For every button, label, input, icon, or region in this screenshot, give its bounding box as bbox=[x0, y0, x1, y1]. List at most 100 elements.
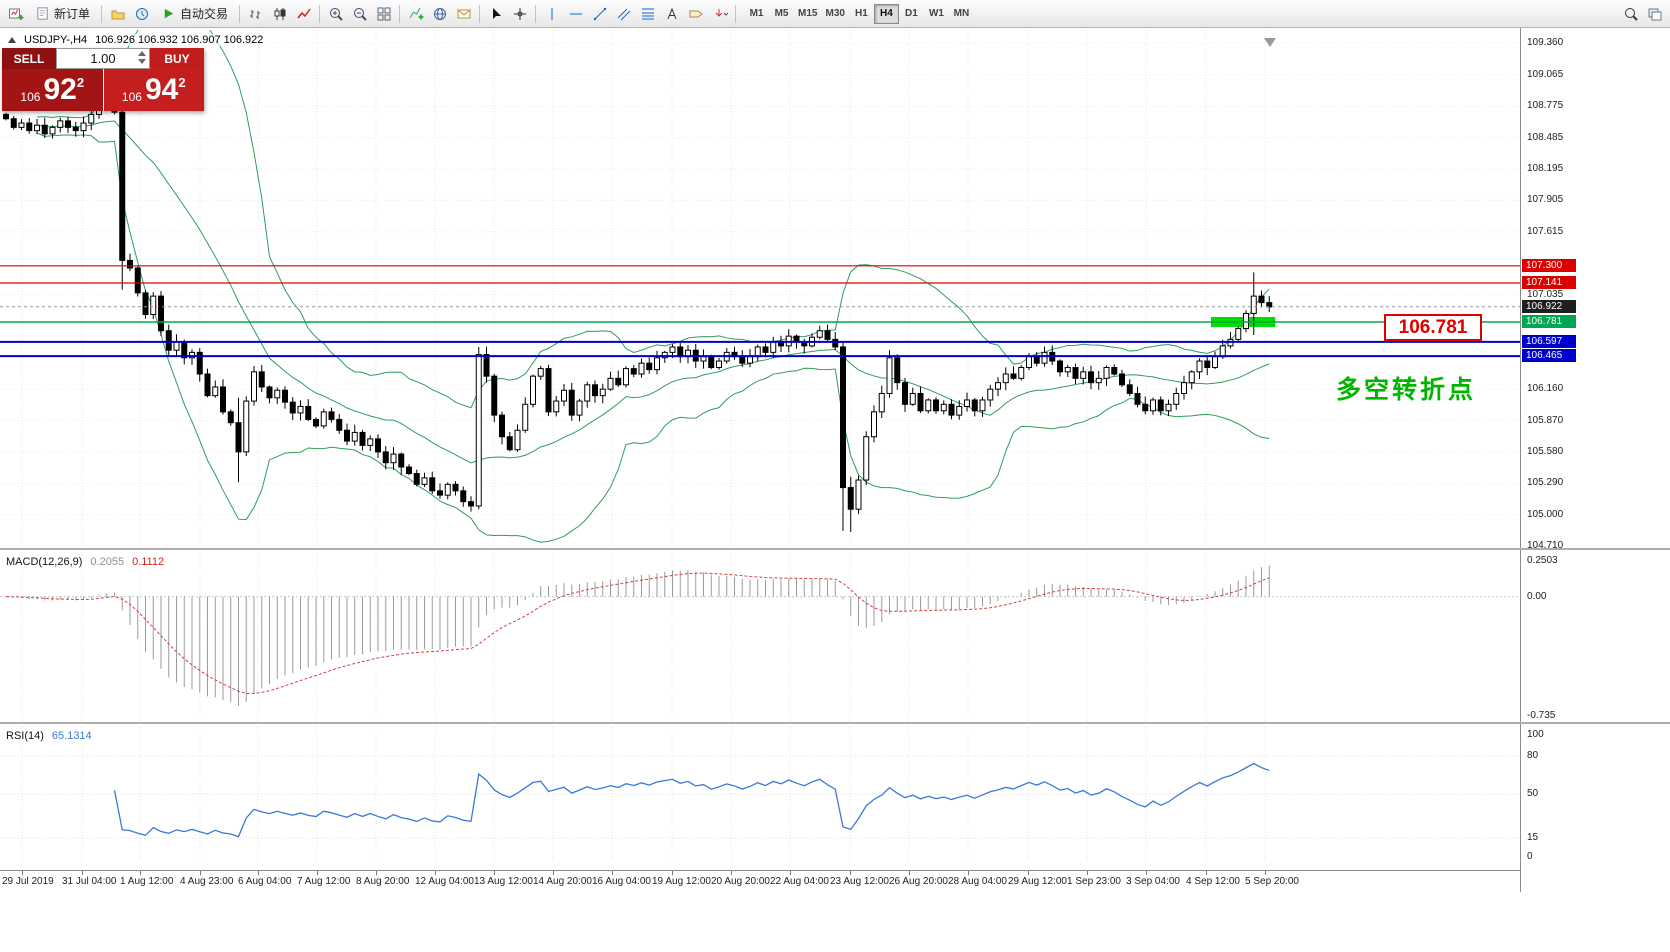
time-axis-label: 20 Aug 20:00 bbox=[711, 876, 770, 887]
timeframe-d1[interactable]: D1 bbox=[899, 4, 924, 24]
zoom-in-button[interactable] bbox=[324, 3, 347, 25]
buy-button[interactable]: BUY bbox=[150, 48, 204, 69]
rsi-line bbox=[113, 762, 1270, 838]
trendline-button[interactable] bbox=[588, 3, 611, 25]
one-click-trading-panel: SELL 1.00 BUY 106 92 2 106 94 2 bbox=[2, 48, 204, 111]
time-axis-label: 4 Aug 23:00 bbox=[180, 876, 234, 887]
buy-price-prefix: 106 bbox=[121, 90, 142, 104]
zoom-out-button[interactable] bbox=[348, 3, 371, 25]
horizontal-line-button[interactable] bbox=[564, 3, 587, 25]
timeframe-m1[interactable]: M1 bbox=[744, 4, 769, 24]
rsi-label: RSI(14) bbox=[6, 730, 44, 742]
shift-end-icon[interactable] bbox=[1264, 38, 1276, 47]
price-axis-label: 105.580 bbox=[1527, 445, 1564, 457]
macd-signal-line bbox=[5, 572, 1270, 694]
time-axis-tick bbox=[790, 871, 791, 875]
time-axis-tick bbox=[672, 871, 673, 875]
label-tool-button[interactable] bbox=[684, 3, 707, 25]
time-axis-label: 8 Aug 20:00 bbox=[356, 876, 410, 887]
chart-window[interactable]: USDJPY-,H4 106.926 106.932 106.907 106.9… bbox=[0, 28, 1670, 952]
timeframe-h4[interactable]: H4 bbox=[873, 3, 899, 24]
time-axis-label: 6 Aug 04:00 bbox=[238, 876, 292, 887]
rsi-axis-label: 80 bbox=[1527, 750, 1539, 762]
panel-separator[interactable] bbox=[0, 548, 1670, 550]
time-axis-tick bbox=[1206, 871, 1207, 875]
price-axis-label: 105.870 bbox=[1527, 414, 1564, 426]
timeframe-mn[interactable]: MN bbox=[949, 4, 974, 24]
bollinger-lo bbox=[36, 132, 1270, 543]
spinner-down-icon[interactable] bbox=[138, 59, 146, 64]
price-axis-label: 109.360 bbox=[1527, 37, 1564, 48]
autotrading-button[interactable]: 自动交易 bbox=[154, 3, 235, 25]
price-callout[interactable]: 106.781 bbox=[1384, 314, 1482, 341]
crosshair-button[interactable] bbox=[508, 3, 531, 25]
period-globe-button[interactable] bbox=[428, 3, 451, 25]
tile-windows-button[interactable] bbox=[372, 3, 395, 25]
rsi-header: RSI(14) 65.1314 bbox=[4, 730, 94, 742]
collapse-icon[interactable] bbox=[8, 37, 16, 43]
price-tag-106.781: 106.781 bbox=[1522, 314, 1576, 328]
profiles-button[interactable] bbox=[106, 3, 129, 25]
time-axis[interactable]: 29 Jul 2019 31 Jul 04:00 1 Aug 12:00 4 Aug … bbox=[0, 870, 1670, 892]
time-axis-label: 22 Aug 04:00 bbox=[770, 876, 829, 887]
time-axis-label: 14 Aug 20:00 bbox=[533, 876, 592, 887]
price-axis[interactable]: 109.360 109.065 108.775 108.485 108.195 107.9… bbox=[1521, 28, 1670, 892]
time-axis-label: 7 Aug 12:00 bbox=[297, 876, 351, 887]
rsi-value: 65.1314 bbox=[51, 730, 92, 742]
buy-price[interactable]: 106 94 2 bbox=[103, 69, 204, 111]
time-axis-tick bbox=[612, 871, 613, 875]
cursor-button[interactable] bbox=[484, 3, 507, 25]
macd-chart[interactable] bbox=[0, 552, 1520, 722]
new-order-button[interactable]: 新订单 bbox=[28, 3, 97, 25]
timeframe-m30[interactable]: M30 bbox=[821, 4, 848, 24]
arrows-dropdown-button[interactable] bbox=[708, 3, 731, 25]
line-chart-button[interactable] bbox=[292, 3, 315, 25]
spinner-up-icon[interactable] bbox=[138, 51, 146, 56]
time-axis-tick bbox=[909, 871, 910, 875]
fibonacci-button[interactable] bbox=[636, 3, 659, 25]
main-chart[interactable] bbox=[0, 30, 1520, 548]
market-watch-button[interactable] bbox=[130, 3, 153, 25]
price-tag-107.141: 107.141 bbox=[1522, 276, 1576, 290]
panel-separator[interactable] bbox=[0, 722, 1670, 724]
timeframe-m15[interactable]: M15 bbox=[794, 4, 821, 24]
timeframe-w1[interactable]: W1 bbox=[924, 4, 949, 24]
price-axis-label: 104.710 bbox=[1527, 540, 1564, 551]
volume-stepper[interactable]: 1.00 bbox=[56, 48, 150, 69]
candlestick-button[interactable] bbox=[268, 3, 291, 25]
windows-panels-button[interactable] bbox=[1643, 3, 1666, 25]
vertical-line-button[interactable] bbox=[540, 3, 563, 25]
volume-spinner[interactable] bbox=[138, 51, 146, 64]
time-axis-label: 1 Sep 23:00 bbox=[1067, 876, 1121, 887]
time-axis-tick bbox=[1087, 871, 1088, 875]
time-axis-label: 4 Sep 12:00 bbox=[1186, 876, 1240, 887]
indicators-button[interactable] bbox=[404, 3, 427, 25]
new-order-label: 新订单 bbox=[54, 7, 91, 21]
macd-axis-label: 0.00 bbox=[1527, 590, 1547, 602]
time-axis-label: 1 Aug 12:00 bbox=[120, 876, 174, 887]
time-axis-tick bbox=[200, 871, 201, 875]
search-button[interactable] bbox=[1619, 3, 1642, 25]
text-tool-button[interactable] bbox=[660, 3, 683, 25]
macd-axis-label: -0.735 bbox=[1527, 710, 1556, 721]
price-tag-106.922: 106.922 bbox=[1522, 299, 1576, 313]
sell-price-big: 92 bbox=[43, 73, 77, 106]
sell-price[interactable]: 106 92 2 bbox=[2, 69, 103, 111]
sell-button[interactable]: SELL bbox=[2, 48, 56, 69]
autotrading-label: 自动交易 bbox=[180, 7, 229, 21]
time-axis-tick bbox=[1146, 871, 1147, 875]
template-button[interactable] bbox=[452, 3, 475, 25]
rsi-axis-label: 15 bbox=[1527, 832, 1539, 844]
bar-chart-button[interactable] bbox=[244, 3, 267, 25]
timeframe-group: M1 M5 M15 M30 H1 H4 D1 W1 MN bbox=[744, 3, 974, 24]
channel-button[interactable] bbox=[612, 3, 635, 25]
rsi-chart[interactable] bbox=[0, 727, 1520, 862]
time-axis-tick bbox=[553, 871, 554, 875]
new-chart-button[interactable] bbox=[4, 3, 27, 25]
rsi-axis-label: 100 bbox=[1527, 729, 1544, 740]
timeframe-m5[interactable]: M5 bbox=[769, 4, 794, 24]
time-axis-tick bbox=[317, 871, 318, 875]
time-axis-label: 29 Jul 2019 bbox=[2, 876, 54, 887]
annotation-note[interactable]: 多空转折点 bbox=[1336, 376, 1477, 404]
timeframe-h1[interactable]: H1 bbox=[849, 4, 874, 24]
